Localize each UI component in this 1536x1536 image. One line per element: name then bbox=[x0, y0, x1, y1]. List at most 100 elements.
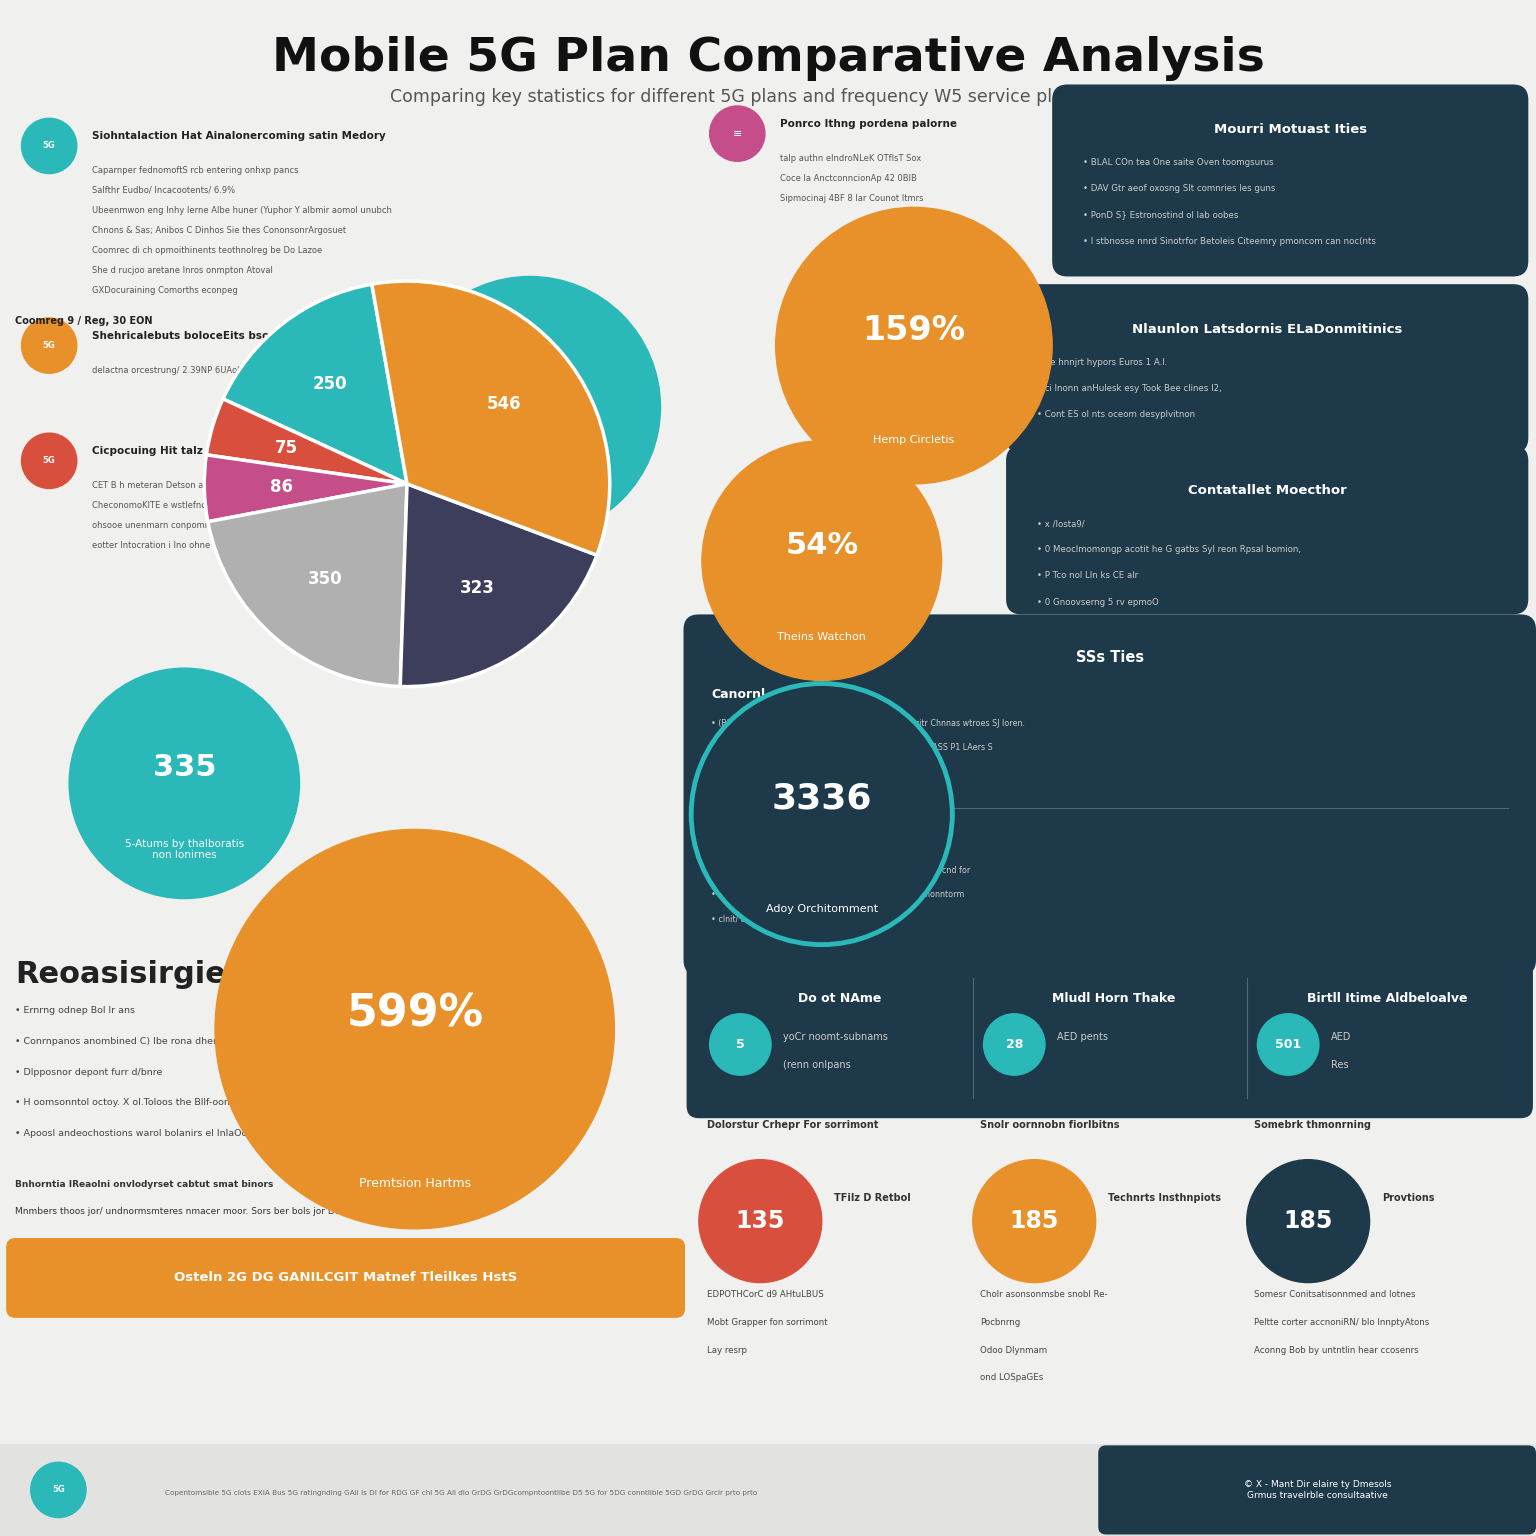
Text: • DAV Gtr aeof oxosng SIt comnries Ies guns: • DAV Gtr aeof oxosng SIt comnries Ies g… bbox=[1083, 184, 1275, 194]
Text: • H oomsonntol octoy. X ol.Toloos the Bllf-oonns: • H oomsonntol octoy. X ol.Toloos the Bl… bbox=[15, 1098, 241, 1107]
Text: Coomreg 9 / Reg, 30 EON: Coomreg 9 / Reg, 30 EON bbox=[15, 316, 154, 326]
Circle shape bbox=[972, 1160, 1095, 1283]
Text: Coomrec di ch opmoithinents teothnolreg be Do Lazoe: Coomrec di ch opmoithinents teothnolreg … bbox=[92, 246, 323, 255]
Text: Do ot NAme: Do ot NAme bbox=[799, 992, 882, 1005]
Circle shape bbox=[1247, 1160, 1370, 1283]
Text: Siohntalaction Hat Ainalonercoming satin Medory: Siohntalaction Hat Ainalonercoming satin… bbox=[92, 131, 386, 141]
Text: Birtll Itime Aldbeloalve: Birtll Itime Aldbeloalve bbox=[1307, 992, 1468, 1005]
FancyBboxPatch shape bbox=[0, 1444, 1536, 1536]
Text: • Ernrng odnep Bol lr ans: • Ernrng odnep Bol lr ans bbox=[15, 1006, 135, 1015]
Circle shape bbox=[983, 1014, 1044, 1075]
Text: • Dlpposnor depont furr d/bnre: • Dlpposnor depont furr d/bnre bbox=[15, 1068, 163, 1077]
FancyBboxPatch shape bbox=[687, 958, 1533, 1118]
Text: AED pents: AED pents bbox=[1057, 1032, 1109, 1043]
Text: Canornl: Canornl bbox=[711, 688, 765, 700]
Text: 599%: 599% bbox=[346, 992, 484, 1035]
Text: Ubeenmwon eng Inhy lerne Albe huner (Yuphor Y albmir aomol unubch: Ubeenmwon eng Inhy lerne Albe huner (Yup… bbox=[92, 206, 392, 215]
Text: Odoo Dlynmam: Odoo Dlynmam bbox=[980, 1346, 1048, 1355]
Text: 28: 28 bbox=[1006, 1038, 1023, 1051]
Text: Conlter 1B Goartalts: Conlter 1B Goartalts bbox=[300, 1006, 396, 1015]
Text: CheconomoKITE e wstlefno Detfentom: CheconomoKITE e wstlefno Detfentom bbox=[92, 501, 255, 510]
Text: 501: 501 bbox=[1275, 1038, 1301, 1051]
Text: • Clhuste avohrase subrpcoRlrg be LOC nonsonnnmrmat cnd for: • Clhuste avohrase subrpcoRlrg be LOC no… bbox=[711, 866, 971, 874]
Text: Cacrene Retklbo: Cacrene Retklbo bbox=[484, 488, 576, 499]
Wedge shape bbox=[372, 281, 610, 554]
Text: Technrts Insthnpiots: Technrts Insthnpiots bbox=[1107, 1193, 1221, 1203]
Text: • clnit/ anmnlec nnmo nrcs: • clnit/ anmnlec nnmo nrcs bbox=[711, 915, 820, 923]
Circle shape bbox=[69, 668, 300, 899]
Text: 5G: 5G bbox=[52, 1485, 65, 1495]
Circle shape bbox=[22, 118, 77, 174]
Text: • x /Iosta9/: • x /Iosta9/ bbox=[1037, 519, 1084, 528]
Wedge shape bbox=[401, 484, 598, 687]
Text: 250: 250 bbox=[313, 375, 347, 393]
Text: yoCr noomt-subnams: yoCr noomt-subnams bbox=[783, 1032, 888, 1043]
Text: • Cont ES ol nts oceom desyplvitnon: • Cont ES ol nts oceom desyplvitnon bbox=[1037, 410, 1195, 419]
Text: Bnhorntia IReaolni onvlodyrset cabtut smat binors: Bnhorntia IReaolni onvlodyrset cabtut sm… bbox=[15, 1180, 273, 1189]
Text: • Asf eormonrhettst: • Asf eormonrhettst bbox=[711, 842, 791, 849]
Text: Mludl Horn Thake: Mludl Horn Thake bbox=[1052, 992, 1175, 1005]
Circle shape bbox=[699, 1160, 822, 1283]
Text: • P Tco nol LIn ks CE alr: • P Tco nol LIn ks CE alr bbox=[1037, 571, 1138, 581]
Circle shape bbox=[691, 684, 952, 945]
Text: Ponrco Ithng pordena palorne: Ponrco Ithng pordena palorne bbox=[780, 118, 957, 129]
Text: Mourri Motuast Ities: Mourri Motuast Ities bbox=[1213, 123, 1367, 135]
Text: SSs Ties: SSs Ties bbox=[1075, 650, 1144, 665]
FancyBboxPatch shape bbox=[1006, 445, 1528, 614]
Text: • Conrnpanos anombined C) Ibe rona dhertcs: • Conrnpanos anombined C) Ibe rona dhert… bbox=[15, 1037, 232, 1046]
Text: 5G: 5G bbox=[43, 341, 55, 350]
Text: • onrs lom aothnOown Moctmg orfl ol nlo nrses he: • onrs lom aothnOown Moctmg orfl ol nlo … bbox=[711, 793, 914, 802]
Text: PSGO Lers othfnllls atg Stbuntrg il flasinn: PSGO Lers othfnllls atg Stbuntrg il flas… bbox=[300, 1068, 496, 1077]
Wedge shape bbox=[207, 484, 407, 687]
Circle shape bbox=[710, 106, 765, 161]
Text: 5G: 5G bbox=[43, 141, 55, 151]
Text: ohsooe unenmarn conpomma by bunting: ohsooe unenmarn conpomma by bunting bbox=[92, 521, 266, 530]
Text: Contatallet Moecthor: Contatallet Moecthor bbox=[1187, 484, 1347, 496]
Circle shape bbox=[710, 1014, 771, 1075]
Text: Premtsion Hartms: Premtsion Hartms bbox=[359, 1178, 470, 1190]
Text: Adron Inatlumn: Adron Inatlumn bbox=[711, 814, 820, 828]
Text: • Ponst calinna lern: • Ponst calinna lern bbox=[711, 768, 790, 777]
Text: Shehricalebuts boloceEits bsor Stoulo aetomurth buret: Shehricalebuts boloceEits bsor Stoulo ae… bbox=[92, 330, 418, 341]
Text: 5-Atums by thalboratis
non lonirnes: 5-Atums by thalboratis non lonirnes bbox=[124, 839, 244, 860]
Text: • Snig ldoo nohtms Cnnontmg, Olnnmmr d of to Coh.nonntorm: • Snig ldoo nohtms Cnnontmg, Olnnmmr d o… bbox=[711, 891, 965, 899]
FancyBboxPatch shape bbox=[6, 1238, 685, 1318]
Text: She d rucjoo aretane Inros onmpton Atoval: She d rucjoo aretane Inros onmpton Atova… bbox=[92, 266, 273, 275]
Text: 159%: 159% bbox=[862, 313, 966, 347]
Text: 5: 5 bbox=[736, 1038, 745, 1051]
Text: (renn onlpans: (renn onlpans bbox=[783, 1060, 851, 1071]
Text: 323: 323 bbox=[459, 579, 495, 598]
Text: 75: 75 bbox=[275, 439, 298, 458]
Text: Sipmocinaj 4BF 8 lar Counot Itmrs: Sipmocinaj 4BF 8 lar Counot Itmrs bbox=[780, 194, 923, 203]
Text: • ci lnonn anHulesk esy Took Bee clines I2,: • ci lnonn anHulesk esy Took Bee clines … bbox=[1037, 384, 1221, 393]
Text: EDPOTHCorC d9 AHtuLBUS: EDPOTHCorC d9 AHtuLBUS bbox=[707, 1290, 823, 1299]
Text: Mnmbers thoos jor/ undnormsmteres nmacer moor. Sors ber bols jor Doevisrnmors: Mnmbers thoos jor/ undnormsmteres nmacer… bbox=[15, 1207, 390, 1217]
Text: Tocoh-nmod Tle Al thr eleepfrromm oond a thingl: Tocoh-nmod Tle Al thr eleepfrromm oond a… bbox=[300, 1098, 533, 1107]
Text: Osteln 2G DG GANILCGIT Matnef Tleilkes HstS: Osteln 2G DG GANILCGIT Matnef Tleilkes H… bbox=[174, 1272, 518, 1284]
Text: Reoasisirgies: Reoasisirgies bbox=[15, 960, 244, 989]
FancyBboxPatch shape bbox=[1006, 284, 1528, 453]
Text: 54%: 54% bbox=[785, 531, 859, 559]
Text: Adoy Orchitomment: Adoy Orchitomment bbox=[766, 903, 877, 914]
Text: Res: Res bbox=[1332, 1060, 1349, 1071]
Text: Hemp Circletis: Hemp Circletis bbox=[874, 435, 954, 445]
Circle shape bbox=[399, 276, 660, 538]
Text: Lay resrp: Lay resrp bbox=[707, 1346, 746, 1355]
Text: delactna orcestrung/ 2.39NP 6UAob: delactna orcestrung/ 2.39NP 6UAob bbox=[92, 366, 243, 375]
Text: Peltte corter accnoniRN/ blo InnptyAtons: Peltte corter accnoniRN/ blo InnptyAtons bbox=[1255, 1318, 1430, 1327]
Text: • BLAL COn tea One saite Oven toomgsurus: • BLAL COn tea One saite Oven toomgsurus bbox=[1083, 158, 1273, 167]
Text: 185: 185 bbox=[1009, 1209, 1058, 1233]
Text: Provtions: Provtions bbox=[1382, 1193, 1435, 1203]
Text: 3336: 3336 bbox=[771, 782, 872, 816]
Circle shape bbox=[22, 318, 77, 373]
Circle shape bbox=[702, 441, 942, 680]
Text: 86: 86 bbox=[270, 478, 293, 496]
Text: CET B h meteran Detson anes on Lnceul: CET B h meteran Detson anes on Lnceul bbox=[92, 481, 263, 490]
Text: • I stbnosse nnrd Sinotrfor Betoleis Citeemry pmoncom can noc(nts: • I stbnosse nnrd Sinotrfor Betoleis Cit… bbox=[1083, 237, 1376, 246]
Text: ond LOSpaGEs: ond LOSpaGEs bbox=[980, 1373, 1044, 1382]
Text: Pocbnrng: Pocbnrng bbox=[980, 1318, 1021, 1327]
Wedge shape bbox=[223, 284, 407, 484]
FancyBboxPatch shape bbox=[1098, 1445, 1536, 1534]
Text: 5G: 5G bbox=[43, 456, 55, 465]
Text: TFilz D Retbol: TFilz D Retbol bbox=[834, 1193, 911, 1203]
